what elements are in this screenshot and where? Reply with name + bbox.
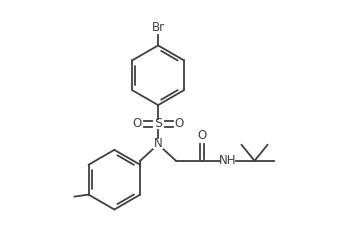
Text: NH: NH bbox=[219, 154, 237, 167]
Text: O: O bbox=[133, 118, 142, 130]
Text: O: O bbox=[197, 129, 206, 142]
Text: S: S bbox=[154, 118, 162, 130]
Text: O: O bbox=[174, 118, 184, 130]
Text: N: N bbox=[154, 137, 163, 150]
Text: Br: Br bbox=[152, 21, 165, 34]
